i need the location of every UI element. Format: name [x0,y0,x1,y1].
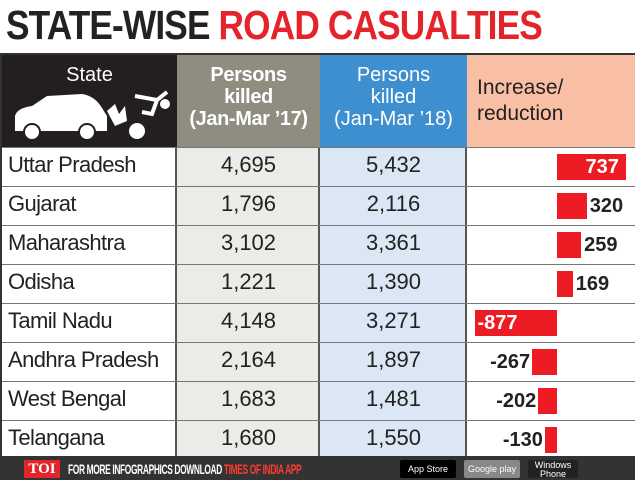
value-2017: 3,102 [220,230,277,255]
state-column [2,147,177,456]
table-row: Telangana 1,680 1,550 -130 [2,420,635,459]
value-2017: 1,680 [220,425,277,450]
change-bar [557,154,626,180]
change-label: -267 [490,351,531,373]
value-2017: 4,695 [220,152,277,177]
change-bar [475,310,557,336]
value-2017: 1,221 [220,269,277,294]
value-2018: 2,116 [366,191,421,216]
state-name: Telangana [8,425,105,450]
state-name: Gujarat [8,191,77,216]
change-label: -130 [502,429,543,451]
change-bar [557,232,582,258]
state-name: Tamil Nadu [8,308,113,333]
value-2017: 1,683 [220,386,277,411]
casualties-table: State Persons killed (Jan-Mar ’17) Perso… [0,53,635,458]
table-row: West Bengal 1,683 1,481 -202 [2,381,635,420]
value-2018: 3,271 [365,308,422,333]
change-bar [544,427,557,453]
header-state: State [2,55,177,147]
change-bar [532,349,557,375]
footer: TOI FOR MORE INFOGRAPHICS DOWNLOAD TIMES… [0,458,635,480]
app-store-button[interactable]: App Store [400,460,456,478]
change-label: -877 [477,312,518,334]
table-row: Odisha 1,221 1,390 169 [2,264,635,303]
state-name: Andhra Pradesh [8,347,159,372]
change-label: 320 [589,195,624,217]
value-2017: 2,164 [220,347,277,372]
state-name: West Bengal [8,386,126,411]
change-bar [538,388,557,414]
change-bar [557,271,573,297]
change-label: -202 [496,390,537,412]
state-name: Uttar Pradesh [8,152,137,177]
page-title: STATE-WISE ROAD CASUALTIES [6,2,543,48]
google-play-button[interactable]: Google play [464,460,520,478]
footer-promo-text: FOR MORE INFOGRAPHICS DOWNLOAD TIMES OF … [68,461,302,477]
value-2018: 1,897 [365,347,422,372]
value-2018: 1,481 [365,386,422,411]
value-2018: 1,390 [365,269,422,294]
value-2018: 1,550 [365,425,422,450]
header-change: Increase/ reduction [467,55,635,147]
value-2017: 4,148 [220,308,277,333]
y18-column [320,147,467,456]
value-2018: 5,432 [365,152,422,177]
table-row: Gujarat 1,796 2,116 320 [2,186,635,225]
value-2017: 1,796 [220,191,277,216]
windows-phone-button[interactable]: Windows Phone [528,460,578,478]
change-label: 259 [584,234,618,256]
table-row: Maharashtra 3,102 3,361 259 [2,225,635,264]
state-name: Odisha [8,269,75,294]
header-y18: Persons killed (Jan-Mar ’18) [320,55,467,147]
change-label: 169 [575,273,610,295]
car-crash-icon [15,90,170,141]
table-row: Uttar Pradesh 4,695 5,432 737 [2,147,635,186]
change-label: 737 [585,156,619,178]
y17-column [177,147,320,456]
state-name: Maharashtra [8,230,126,255]
table-row: Andhra Pradesh 2,164 1,897 -267 [2,342,635,381]
value-2018: 3,361 [365,230,422,255]
change-bar [557,193,587,219]
header-y17: Persons killed (Jan-Mar ’17) [177,55,320,147]
table-row: Tamil Nadu 4,148 3,271 -877 [2,303,635,342]
toi-logo: TOI [24,460,60,478]
